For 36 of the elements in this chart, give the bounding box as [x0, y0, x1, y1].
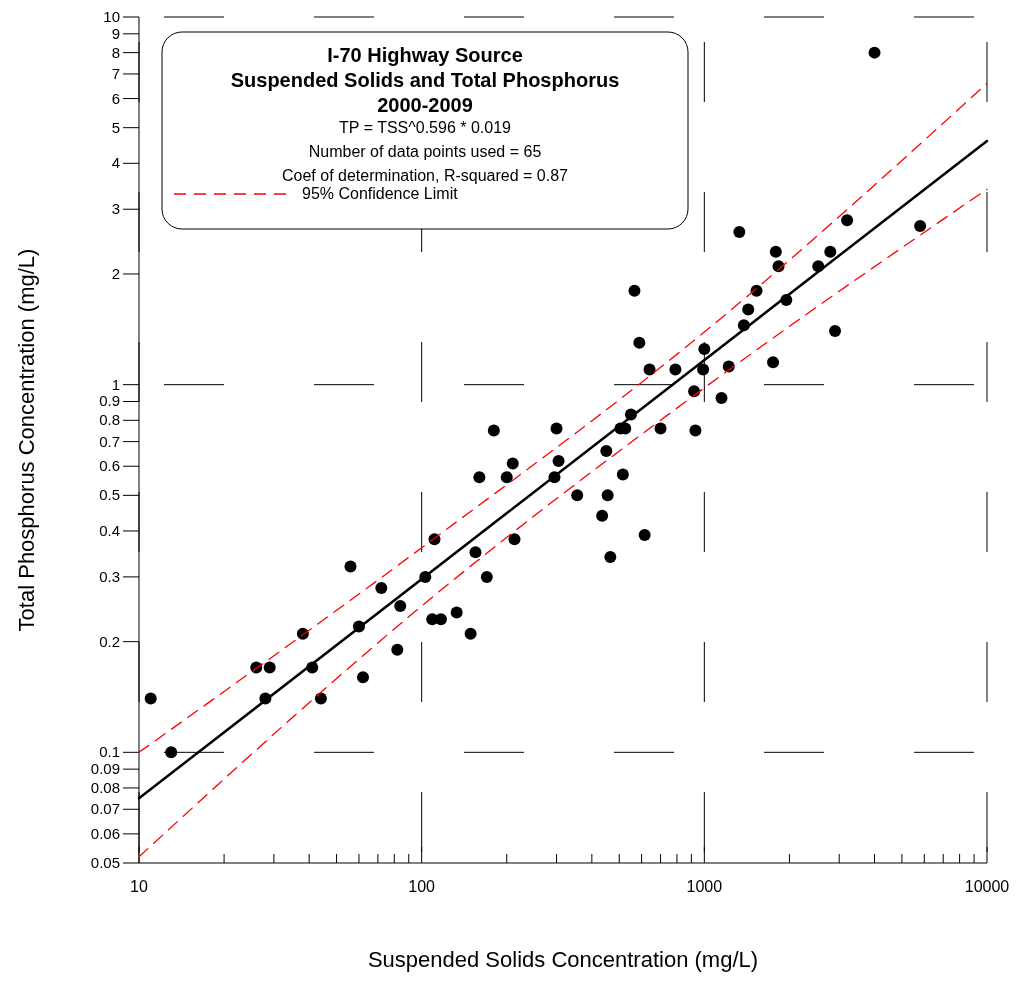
y-tick-label: 0.06	[90, 824, 120, 842]
y-tick-label: 0.7	[99, 432, 120, 450]
y-tick-label: 0.08	[90, 778, 120, 796]
y-tick-label: 0.05	[90, 854, 120, 871]
y-tick-label: 0.3	[99, 567, 120, 585]
y-tick-label: 0.8	[99, 411, 120, 429]
y-tick-label: 0.2	[99, 632, 120, 650]
y-tick-label: 0.1	[99, 743, 120, 761]
y-tick-label: 0.09	[90, 760, 120, 778]
text: I-70 Highway Source Suspended Solids and Total Phosphorus 2000-2009	[230, 44, 620, 116]
y-tick-label: 7	[111, 64, 120, 82]
y-tick-label: 5	[111, 118, 120, 136]
y-tick-label: 0.9	[99, 392, 120, 410]
y-tick-label: 0.07	[90, 800, 120, 818]
x-axis-title: Suspended Solids Concentration (mg/L)	[367, 947, 759, 972]
x-tick-label: 10	[130, 878, 148, 895]
y-tick-label: 6	[111, 89, 120, 107]
y-tick-label: 8	[111, 43, 120, 61]
y-tick-label: 1	[111, 375, 120, 393]
y-tick-label: 0.6	[99, 457, 120, 475]
x-tick-label: 1000	[686, 878, 723, 895]
annotation: TP = TSS^0.596 * 0.019	[339, 119, 512, 136]
y-tick-label: 0.5	[99, 486, 120, 504]
x-tick-label: 10000	[964, 878, 1010, 895]
text: 95% Confidence Limit	[302, 185, 459, 202]
y-tick-label: 9	[111, 24, 120, 42]
y-tick-label: 10	[103, 8, 120, 25]
y-tick-label: 3	[111, 200, 120, 218]
annotation: Number of data points used = 65	[308, 143, 542, 160]
x-tick-label: 100	[408, 878, 436, 895]
y-tick-label: 0.4	[99, 521, 120, 539]
annotation: Coef of determination, R-squared = 0.87	[282, 167, 569, 184]
y-tick-label: 2	[111, 264, 120, 282]
line-series	[138, 188, 988, 858]
y-tick-label: 4	[111, 154, 120, 172]
y-axis-title: Total Phosphorus Concentration (mg/L)	[14, 248, 39, 632]
